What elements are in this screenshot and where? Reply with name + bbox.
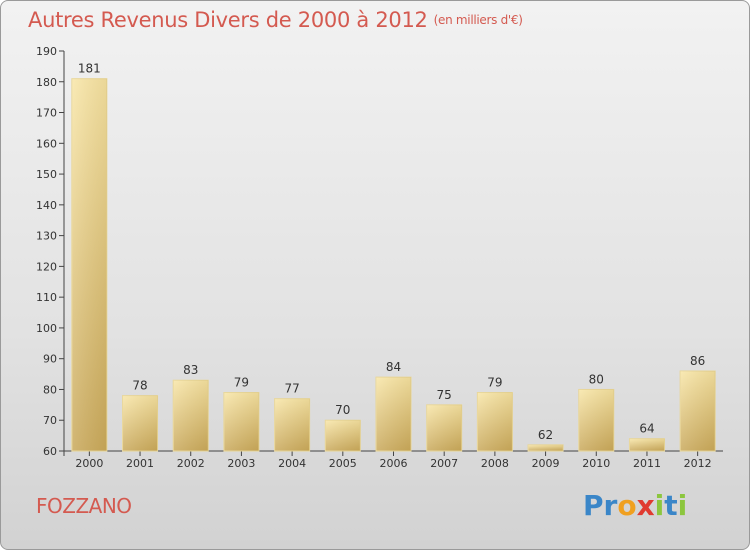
y-tick-label: 90: [43, 353, 57, 366]
x-tick-label: 2010: [582, 457, 610, 470]
y-tick-label: 190: [36, 45, 57, 58]
y-tick-label: 170: [36, 107, 57, 120]
x-tick-label: 2007: [430, 457, 458, 470]
bar-value-label: 84: [386, 360, 401, 374]
bar-shade: [528, 444, 564, 451]
bar-value-label: 70: [335, 403, 350, 417]
bar-shade: [122, 395, 158, 451]
x-tick-label: 2012: [684, 457, 712, 470]
x-tick-label: 2002: [177, 457, 205, 470]
y-tick-label: 150: [36, 168, 57, 181]
chart-title-main: Autres Revenus Divers de 2000 à 2012: [28, 8, 428, 32]
bar-shade: [426, 404, 462, 451]
y-tick-label: 120: [36, 260, 57, 273]
brand-letter: P: [583, 489, 604, 522]
bar-value-label: 181: [78, 62, 101, 76]
bar-value-label: 78: [132, 379, 147, 393]
bar-value-label: 75: [437, 388, 452, 402]
bar-shade: [578, 389, 614, 451]
x-tick-label: 2000: [75, 457, 103, 470]
x-tick-label: 2008: [481, 457, 509, 470]
bar-value-label: 86: [690, 354, 705, 368]
x-tick-label: 2003: [227, 457, 255, 470]
y-tick-label: 100: [36, 322, 57, 335]
bar-shade: [376, 377, 411, 451]
brand-letter: x: [636, 489, 655, 522]
bar-shade: [71, 78, 107, 451]
x-tick-label: 2006: [380, 457, 408, 470]
y-tick-label: 60: [43, 445, 57, 458]
x-tick-label: 2004: [278, 457, 306, 470]
brand-letter: r: [603, 489, 618, 522]
x-tick-label: 2001: [126, 457, 154, 470]
y-tick-label: 160: [36, 137, 57, 150]
bars: [71, 78, 716, 452]
brand-letter: t: [664, 489, 678, 522]
bar-shade: [680, 371, 716, 451]
y-tick-label: 130: [36, 230, 57, 243]
bar-shade: [223, 392, 259, 451]
brand-letter: i: [677, 489, 688, 522]
bar-shade: [274, 398, 310, 451]
bar-shade: [173, 380, 209, 451]
bar-value-label: 79: [487, 376, 502, 390]
bar-value-label: 80: [589, 372, 604, 386]
x-tick-label: 2011: [633, 457, 661, 470]
data-labels: 181 78 83 79 77 70 84 75 79 62 80 64 86: [78, 62, 705, 442]
brand-letter: o: [617, 489, 637, 522]
axes: 60 70 80 90 100 110 120 130 140 150 160 170 180 190 20…: [36, 45, 723, 470]
brand-logo: Proxiti: [583, 489, 687, 522]
y-tick-label: 180: [36, 76, 57, 89]
bar-shade: [629, 438, 665, 451]
place-name: FOZZANO: [36, 494, 132, 518]
y-tick-label: 70: [43, 414, 57, 427]
bar-value-label: 62: [538, 428, 553, 442]
bar-shade: [477, 392, 513, 451]
bar-value-label: 83: [183, 363, 198, 377]
chart-title: Autres Revenus Divers de 2000 à 2012 (en …: [28, 8, 523, 32]
bar-value-label: 64: [639, 422, 654, 436]
x-tick-label: 2009: [532, 457, 560, 470]
chart-title-unit: (en milliers d'€): [433, 13, 523, 27]
y-tick-label: 80: [43, 383, 57, 396]
y-tick-label: 140: [36, 199, 57, 212]
y-tick-label: 110: [36, 291, 57, 304]
x-tick-label: 2005: [329, 457, 357, 470]
bar-shade: [325, 420, 361, 451]
bar-value-label: 79: [234, 376, 249, 390]
brand-letter: i: [654, 489, 665, 522]
bar-value-label: 77: [284, 382, 299, 396]
